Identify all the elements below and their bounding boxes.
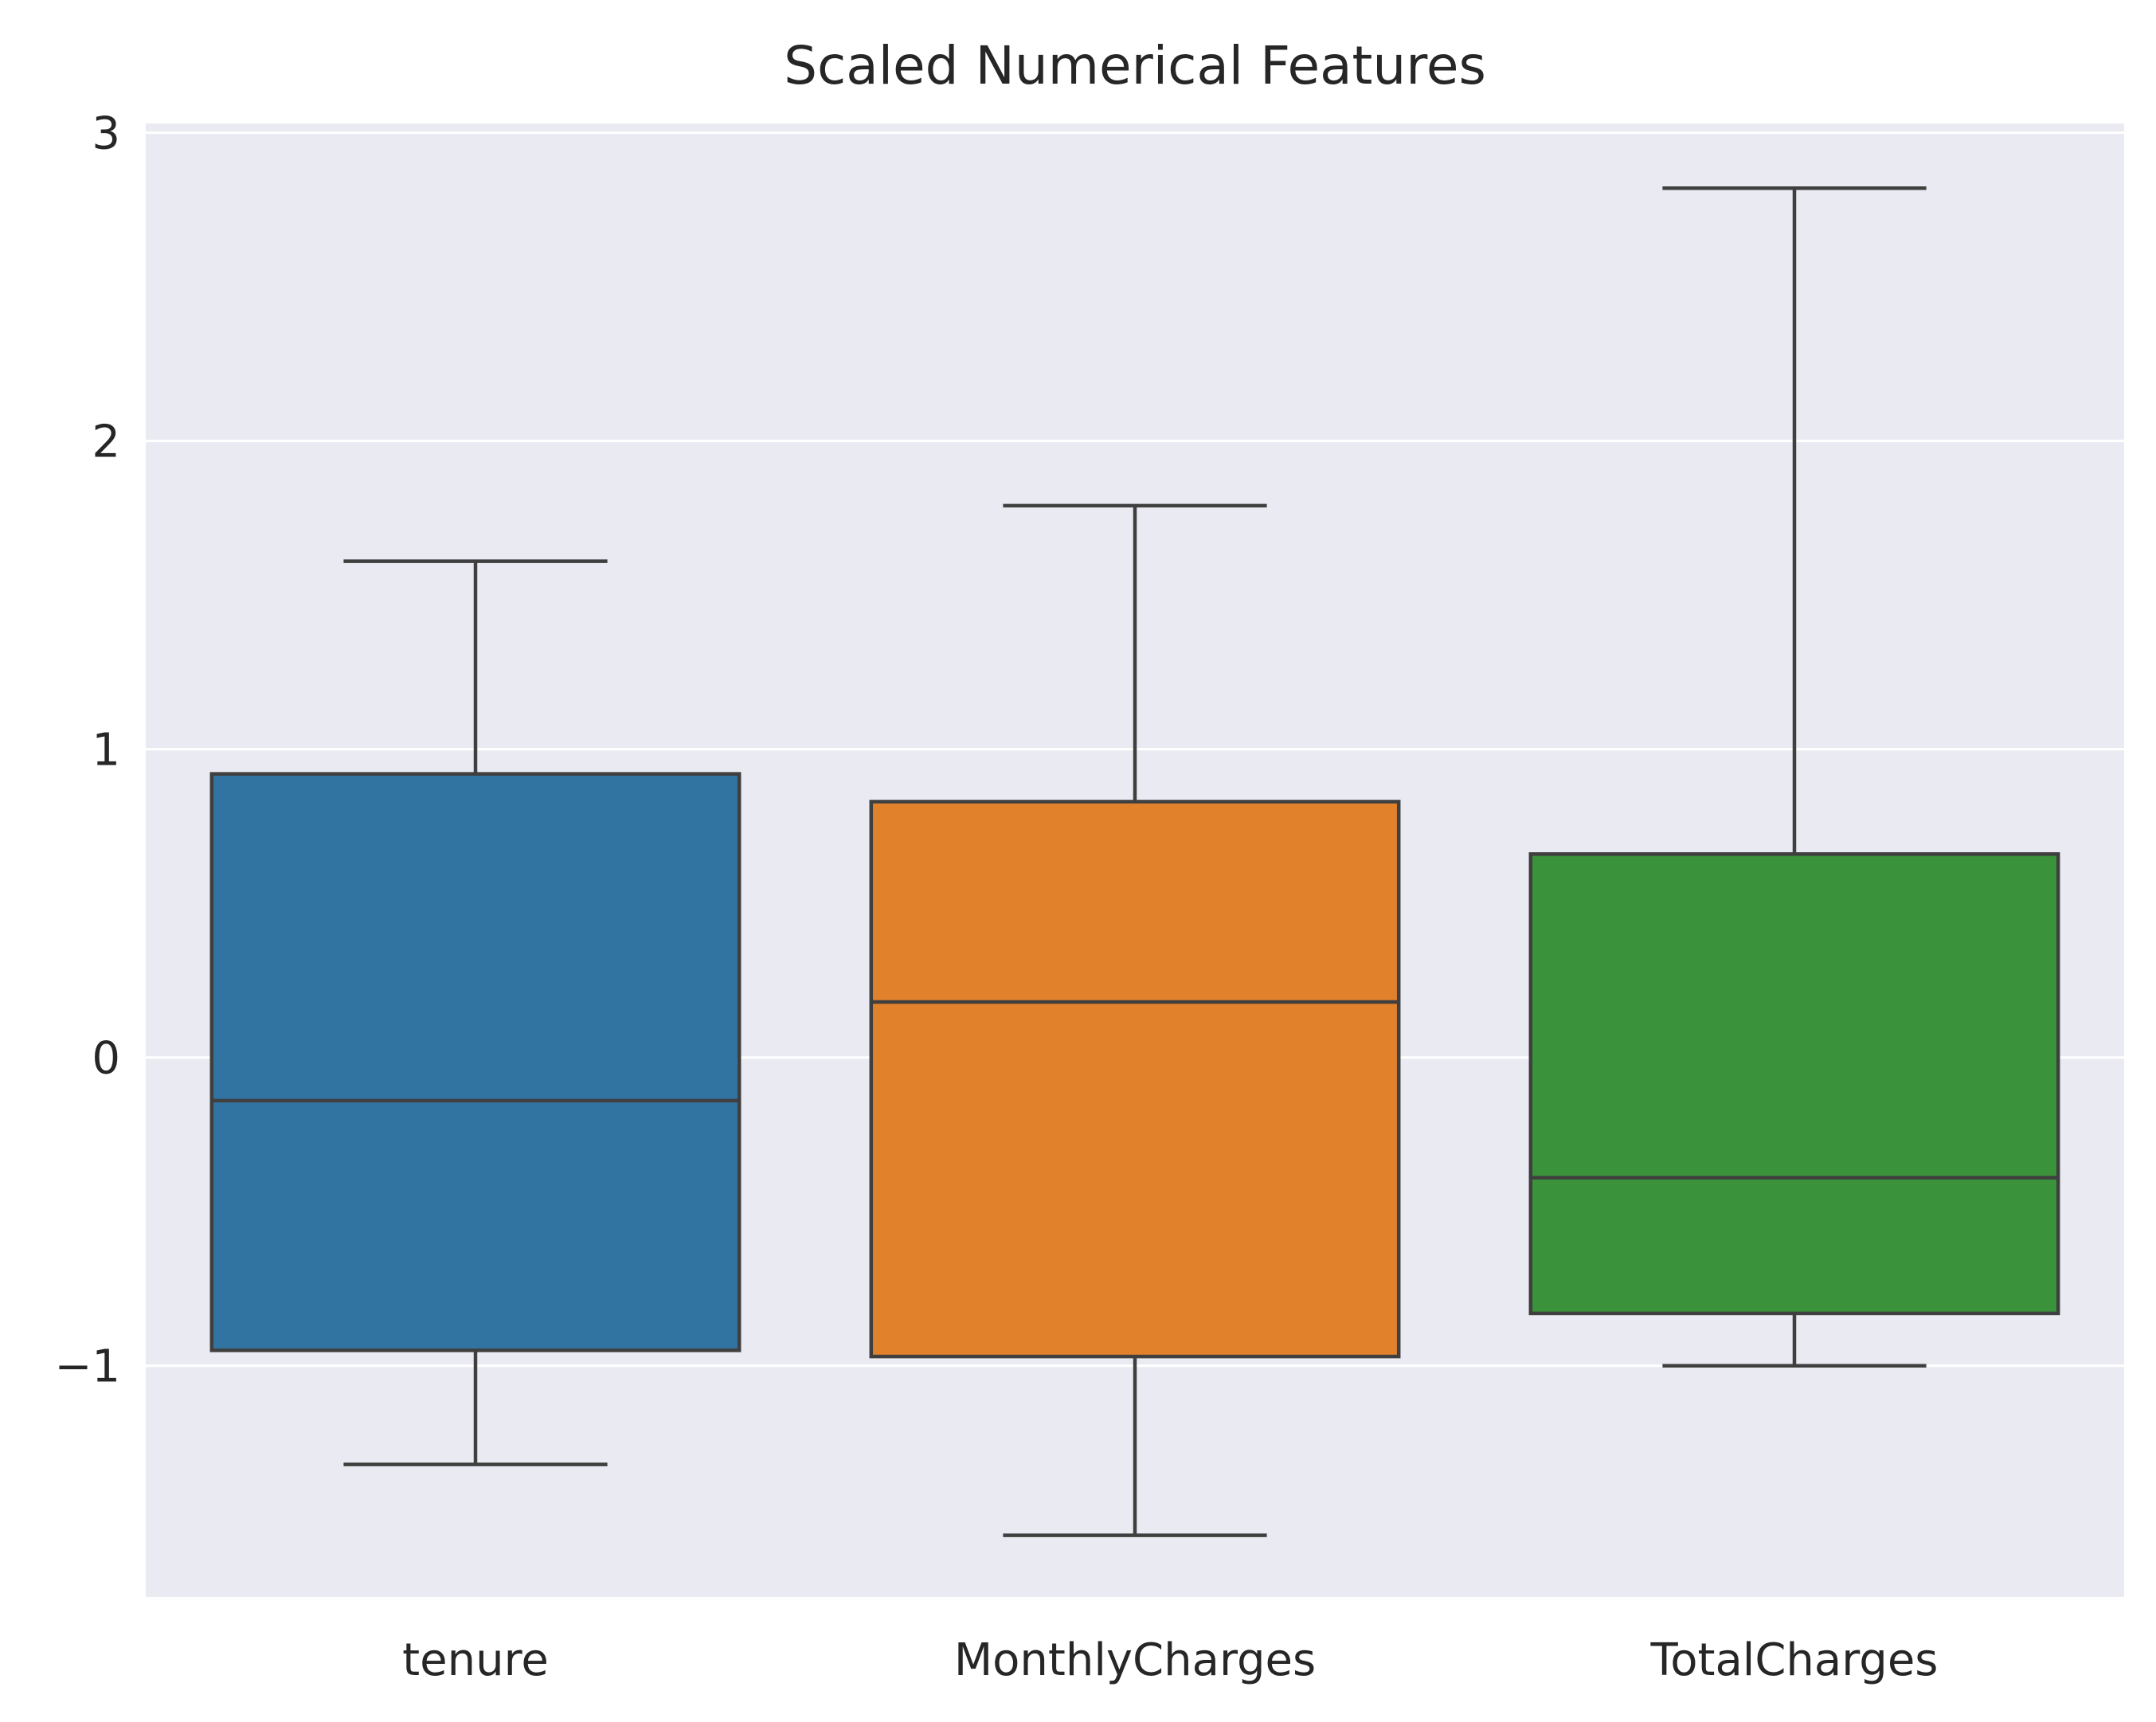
y-tick-label: 1 [92,725,120,777]
y-tick-label: −1 [54,1341,120,1393]
boxes [209,186,2060,1537]
box-iqr [209,772,741,1352]
y-tick-label: 0 [92,1033,120,1085]
box-TotalCharges [1528,186,2060,1368]
y-tick-label: 3 [92,108,120,160]
x-tick-label: tenure [402,1634,549,1686]
box-iqr [1528,852,2060,1316]
x-tick-label: MonthlyCharges [954,1634,1316,1686]
box-MonthlyCharges [869,503,1401,1537]
box-tenure [209,559,741,1466]
x-axis-ticks: tenure MonthlyCharges TotalCharges [402,1634,1938,1686]
y-axis-ticks: −1 0 1 2 3 [54,108,120,1393]
y-tick-label: 2 [92,417,120,468]
chart-title: Scaled Numerical Features [784,35,1486,96]
x-tick-label: TotalCharges [1650,1634,1939,1686]
box-iqr [869,800,1401,1359]
